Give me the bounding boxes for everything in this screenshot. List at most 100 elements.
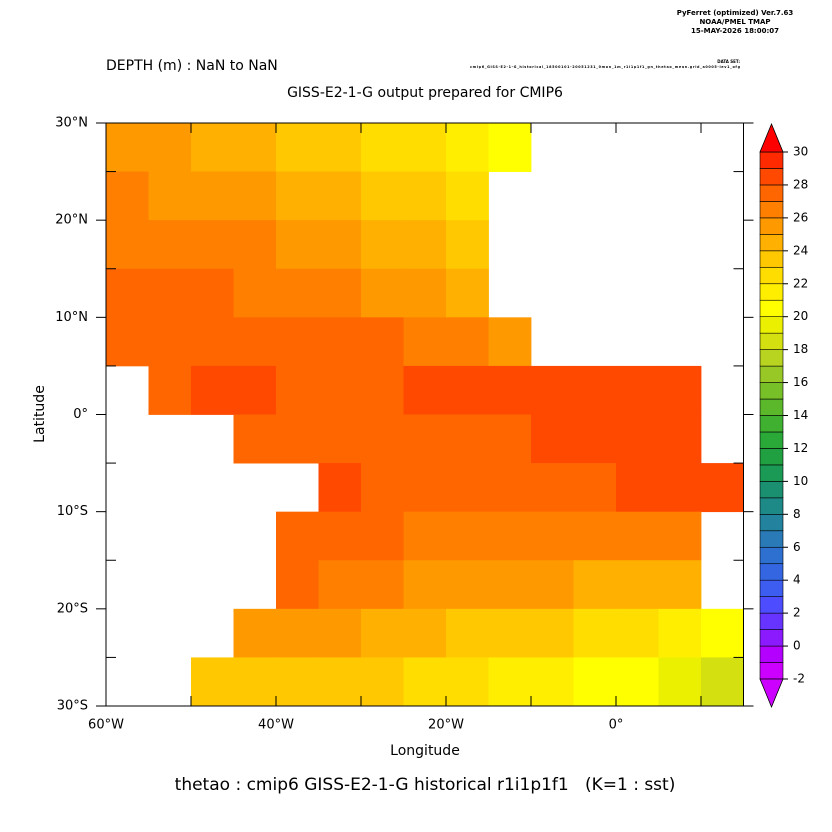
- cell: [403, 220, 447, 270]
- cell: [531, 365, 574, 415]
- cell: [446, 268, 489, 318]
- cell: [318, 414, 362, 464]
- colorbar-label: 8: [793, 507, 801, 521]
- cell: [191, 268, 234, 318]
- cell: [318, 317, 362, 367]
- colorbar-bin: [759, 168, 784, 186]
- colorbar-bin: [759, 546, 784, 565]
- cell: [446, 511, 489, 561]
- colorbar-label: 28: [793, 177, 808, 191]
- cell: [191, 123, 234, 172]
- cell: [658, 414, 702, 464]
- cell: [616, 511, 659, 561]
- colorbar-bin: [759, 266, 784, 285]
- cell: [318, 220, 362, 270]
- cell: [191, 365, 234, 415]
- cell: [446, 657, 489, 707]
- cell: [403, 511, 447, 561]
- cell: [361, 657, 404, 707]
- cell: [616, 463, 659, 513]
- colorbar-label: 16: [793, 375, 808, 389]
- cell: [658, 657, 702, 707]
- colorbar-bin: [759, 299, 784, 317]
- cell: [361, 171, 404, 221]
- cell: [658, 511, 702, 561]
- cell: [616, 608, 659, 658]
- cell: [573, 414, 617, 464]
- cell: [403, 463, 447, 513]
- colorbar-bin: [759, 662, 784, 680]
- cell: [148, 220, 192, 270]
- cell: [531, 414, 574, 464]
- colorbar-bin: [759, 530, 784, 548]
- colorbar-bin: [759, 596, 784, 614]
- y-tick-label: 0°: [73, 407, 88, 422]
- colorbar-bin: [759, 316, 784, 334]
- cell: [403, 317, 447, 367]
- cell: [403, 560, 447, 610]
- colorbar-label: 10: [793, 474, 808, 488]
- cell: [318, 657, 362, 707]
- cell: [106, 317, 149, 367]
- colorbar-bin: [759, 398, 784, 416]
- cell: [361, 463, 404, 513]
- colorbar-bin: [759, 431, 784, 449]
- cell: [446, 608, 489, 658]
- cell: [276, 365, 319, 415]
- cell: [318, 171, 362, 221]
- cell: [233, 123, 277, 172]
- cell: [276, 560, 319, 610]
- software: PyFerret (optimized) Ver.7.63: [677, 9, 794, 17]
- cell: [361, 511, 404, 561]
- cell: [573, 511, 617, 561]
- dataset: cmip6_GISS-E2-1-G_historical_18500101-20…: [470, 65, 741, 69]
- cell: [573, 463, 617, 513]
- org: NOAA/PMEL TMAP: [699, 18, 770, 26]
- cell: [616, 657, 659, 707]
- cell: [403, 365, 447, 415]
- cell: [573, 608, 617, 658]
- colorbar-bin: [759, 481, 784, 499]
- cell: [276, 657, 319, 707]
- colorbar-bin: [759, 217, 784, 235]
- cell: [488, 365, 532, 415]
- x-tick-label: 40°W: [258, 718, 294, 733]
- colorbar-bin: [759, 514, 784, 532]
- cell: [658, 560, 702, 610]
- colorbar-label: -2: [793, 672, 805, 686]
- cell: [233, 220, 277, 270]
- colorbar-bin: [759, 415, 784, 433]
- cell: [573, 365, 617, 415]
- cell: [446, 171, 489, 221]
- colorbar-bin: [759, 464, 784, 482]
- colorbar-under: [759, 678, 784, 709]
- colorbar-bin: [759, 448, 784, 466]
- cell: [276, 268, 319, 318]
- cell: [276, 123, 319, 172]
- cell: [488, 463, 532, 513]
- colorbar-label: 0: [793, 639, 801, 653]
- colorbar-label: 24: [793, 243, 808, 257]
- cell: [148, 171, 192, 221]
- colorbar-bin: [759, 382, 784, 400]
- footer: thetao : cmip6 GISS-E2-1-G historical r1…: [175, 775, 676, 795]
- colorbar-bin: [759, 201, 784, 219]
- cell: [318, 560, 362, 610]
- cell: [403, 268, 447, 318]
- cell: [658, 463, 702, 513]
- cell: [361, 608, 404, 658]
- cell: [233, 171, 277, 221]
- x-tick-label: 60°W: [88, 718, 124, 733]
- y-tick-label: 10°N: [55, 310, 88, 325]
- colorbar-bin: [759, 645, 784, 663]
- cell: [191, 171, 234, 221]
- cell: [318, 463, 362, 513]
- cell: [276, 608, 319, 658]
- cell: [148, 268, 192, 318]
- cell: [361, 268, 404, 318]
- cell: [531, 560, 574, 610]
- colorbar-bin: [759, 349, 784, 367]
- cell: [446, 123, 489, 172]
- cell: [191, 317, 234, 367]
